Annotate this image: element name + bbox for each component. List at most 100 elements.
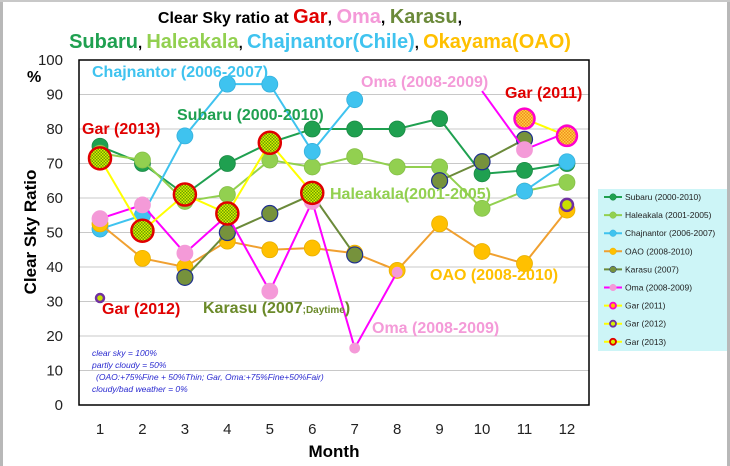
data-point	[176, 127, 194, 145]
note-line: cloudy/bad weather = 0%	[92, 384, 188, 394]
y-tick-label: 80	[46, 121, 63, 138]
x-axis-label: Month	[309, 442, 360, 461]
title-okayama: Okayama(OAO)	[423, 31, 571, 53]
series-line	[99, 117, 568, 196]
legend-label: Subaru (2000-2010)	[625, 192, 701, 202]
series-line	[99, 198, 399, 351]
data-point	[555, 124, 579, 148]
note-line: clear sky = 100%	[92, 348, 157, 358]
plot-frame	[78, 59, 590, 406]
title-sep: ,	[137, 35, 147, 52]
data-point	[391, 266, 403, 278]
title-sep: ,	[457, 10, 463, 27]
data-point	[87, 146, 113, 171]
chart-title-line1: Clear Sky ratio at Gar, Oma, Karasu,	[0, 6, 620, 29]
data-point	[559, 197, 575, 213]
x-tick-label: 1	[96, 421, 104, 438]
series-chajnantor-2006-2007-	[91, 75, 576, 238]
legend-marker	[609, 337, 617, 346]
data-point	[346, 91, 364, 109]
data-point	[303, 239, 321, 257]
series-haleakala-2001-2005-	[91, 144, 576, 217]
title-karasu: Karasu	[389, 6, 458, 28]
data-point	[172, 182, 198, 207]
data-point	[215, 201, 240, 226]
legend-label: Gar (2013)	[625, 337, 666, 347]
series-gar-2013-	[87, 130, 325, 244]
title-subaru: Subaru	[69, 31, 138, 53]
y-axis-label: Clear Sky Ratio	[21, 170, 40, 295]
y-tick-label: 100	[38, 52, 63, 69]
y-tick-label: 10	[46, 363, 63, 380]
legend-label: Karasu (2007)	[625, 264, 679, 274]
annotation-oao: OAO (2008-2010)	[430, 267, 558, 284]
title-sep: ,	[238, 35, 247, 52]
data-point	[261, 75, 279, 93]
y-tick-label: 30	[46, 294, 63, 311]
data-point	[218, 155, 236, 172]
data-point	[257, 130, 283, 156]
data-point	[303, 120, 321, 138]
window-border-right	[727, 0, 730, 466]
data-point	[513, 107, 536, 130]
legend-marker	[609, 301, 617, 310]
data-point	[261, 204, 279, 223]
data-point	[346, 120, 364, 138]
annotation-karasu: Karasu (2007;Daytime)	[203, 300, 350, 317]
x-tick-label: 12	[559, 421, 576, 438]
legend-label: Chajnantor (2006-2007)	[625, 228, 715, 238]
legend-marker	[609, 193, 617, 201]
x-tick-label: 3	[181, 421, 189, 438]
legend-label: OAO (2008-2010)	[625, 246, 693, 256]
data-point	[91, 210, 109, 228]
data-point	[218, 75, 236, 93]
series-line	[523, 160, 568, 192]
legend-marker	[609, 211, 617, 219]
data-point	[516, 182, 533, 200]
y-tick-label: 60	[46, 190, 63, 207]
data-point	[218, 186, 236, 203]
series-gar-2012-	[94, 197, 575, 304]
data-point	[346, 148, 364, 166]
data-point	[473, 243, 491, 260]
data-point	[94, 292, 106, 304]
window-border-left	[0, 0, 3, 466]
annotation-oma-top: Oma (2008-2009)	[361, 74, 488, 91]
chart-title-line2: Subaru, Haleakala, Chajnantor(Chile), Ok…	[0, 31, 640, 54]
data-point	[300, 180, 325, 206]
title-chajnantor: Chajnantor(Chile)	[246, 31, 415, 53]
legend-label: Oma (2008-2009)	[625, 283, 692, 293]
note-line: (OAO:+75%Fine + 50%Thin; Gar, Oma:+75%Fi…	[96, 372, 324, 382]
data-point	[130, 218, 155, 244]
data-point	[349, 342, 361, 354]
data-point	[134, 151, 151, 169]
y-tick-label: 90	[46, 87, 63, 104]
series-oao-2008-2010-	[91, 201, 576, 279]
data-point	[473, 153, 491, 171]
data-point	[516, 255, 533, 272]
series-gar-2011-	[513, 107, 579, 148]
x-tick-label: 2	[138, 421, 146, 438]
x-tick-label: 9	[435, 421, 443, 438]
data-point	[558, 153, 576, 171]
data-point	[473, 199, 491, 217]
legend-label: Gar (2011)	[625, 301, 666, 311]
annotation-haleakala: Haleakala(2001-2005)	[330, 186, 491, 203]
data-point	[346, 246, 364, 264]
y-unit: %	[27, 69, 41, 86]
annotation-karasu-text: Karasu (2007	[203, 300, 303, 317]
data-point	[516, 141, 533, 159]
annotation-karasu-close: )	[345, 300, 350, 317]
data-point	[303, 158, 321, 176]
data-point	[388, 120, 406, 138]
data-point	[134, 196, 151, 214]
annotation-chajnantor: Chajnantor (2006-2007)	[92, 64, 268, 81]
x-tick-label: 10	[474, 421, 491, 438]
annotation-subaru: Subaru (2000-2010)	[177, 107, 324, 124]
legend-marker	[609, 265, 617, 273]
x-tick-label: 8	[393, 421, 401, 438]
data-point	[516, 161, 533, 179]
legend-marker	[609, 319, 617, 328]
x-tick-label: 7	[351, 421, 359, 438]
